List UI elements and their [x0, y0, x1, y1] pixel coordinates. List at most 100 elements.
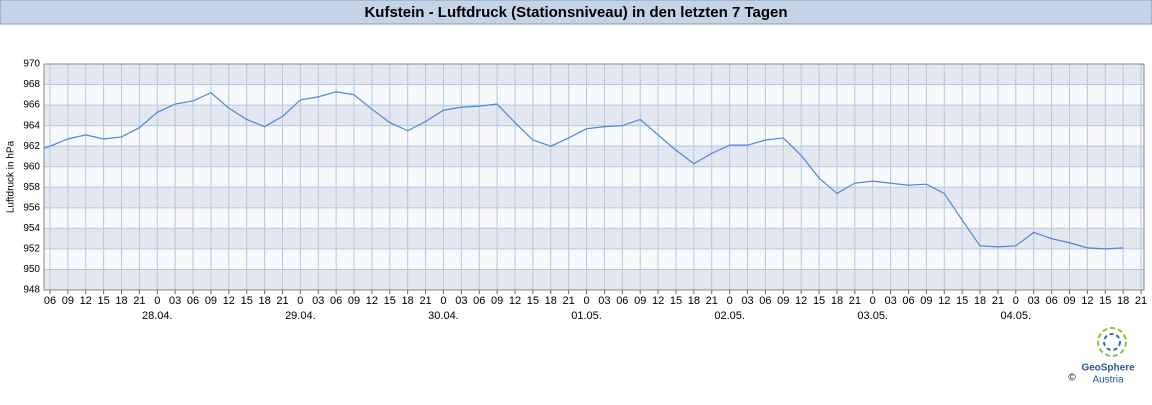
x-tick-label: 15 [670, 295, 682, 307]
x-tick-label: 03 [455, 295, 467, 307]
y-tick-label: 968 [23, 79, 40, 90]
grid-band [44, 105, 1144, 126]
pressure-line [43, 91, 1124, 250]
x-tick-label: 03 [741, 295, 753, 307]
x-tick-label: 18 [831, 295, 843, 307]
x-tick-label: 18 [545, 295, 557, 307]
logo-sub: Austria [1092, 375, 1124, 386]
x-tick-label: 21 [706, 295, 718, 307]
y-tick-label: 956 [23, 202, 40, 213]
x-tick-label: 12 [1081, 295, 1093, 307]
x-tick-label: 0 [297, 295, 303, 307]
x-tick-label: 0 [870, 295, 876, 307]
logo-mark [1103, 333, 1121, 351]
day-label: 04.05. [1001, 310, 1032, 322]
day-label: 03.05. [857, 310, 888, 322]
x-tick-label: 21 [133, 295, 145, 307]
x-tick-label: 21 [849, 295, 861, 307]
x-tick-label: 06 [616, 295, 628, 307]
x-tick-label: 06 [759, 295, 771, 307]
y-axis-label: Luftdruck in hPa [6, 140, 17, 213]
x-tick-label: 03 [169, 295, 181, 307]
logo-mark [1097, 327, 1127, 357]
x-tick-label: 15 [384, 295, 396, 307]
x-tick-label: 09 [920, 295, 932, 307]
x-tick-label: 06 [187, 295, 199, 307]
x-tick-label: 12 [795, 295, 807, 307]
x-tick-label: 06 [1045, 295, 1057, 307]
x-tick-label: 0 [1013, 295, 1019, 307]
logo-name: GeoSphere [1081, 363, 1135, 374]
x-tick-label: 21 [276, 295, 288, 307]
x-tick-label: 03 [1028, 295, 1040, 307]
x-tick-label: 15 [813, 295, 825, 307]
x-tick-label: 18 [974, 295, 986, 307]
plot-area [44, 64, 1144, 290]
x-tick-label: 21 [419, 295, 431, 307]
x-tick-label: 09 [491, 295, 503, 307]
y-tick-label: 950 [23, 264, 40, 275]
x-tick-label: 09 [777, 295, 789, 307]
copyright: © [1068, 373, 1076, 384]
grid-band [44, 187, 1144, 208]
grid-band [44, 269, 1144, 290]
logo: GeoSphere Austria © [1068, 327, 1135, 386]
y-tick-label: 962 [23, 141, 40, 152]
x-tick-label: 06 [473, 295, 485, 307]
x-tick-label: 0 [583, 295, 589, 307]
y-tick-label: 970 [23, 59, 40, 70]
day-label: 01.05. [571, 310, 602, 322]
x-tick-label: 12 [938, 295, 950, 307]
x-tick-label: 06 [902, 295, 914, 307]
title-bar [0, 0, 1152, 25]
x-tick-label: 18 [402, 295, 414, 307]
x-tick-label: 12 [652, 295, 664, 307]
x-tick-label: 15 [241, 295, 253, 307]
x-tick-label: 03 [884, 295, 896, 307]
plot-border [43, 63, 1145, 291]
y-tick-label: 966 [23, 100, 40, 111]
day-label: 30.04. [428, 310, 459, 322]
grid-band [44, 64, 1144, 85]
x-tick-label: 18 [1117, 295, 1129, 307]
x-tick-label: 0 [154, 295, 160, 307]
x-tick-label: 18 [258, 295, 270, 307]
x-tick-label: 15 [527, 295, 539, 307]
x-tick-label: 03 [312, 295, 324, 307]
day-label: 02.05. [714, 310, 745, 322]
grid-band [44, 228, 1144, 249]
x-tick-label: 12 [366, 295, 378, 307]
x-tick-label: 15 [956, 295, 968, 307]
day-label: 29.04. [285, 310, 316, 322]
x-tick-label: 09 [62, 295, 74, 307]
x-tick-label: 09 [1063, 295, 1075, 307]
x-tick-label: 06 [330, 295, 342, 307]
x-tick-label: 0 [727, 295, 733, 307]
y-tick-label: 958 [23, 182, 40, 193]
x-tick-label: 12 [80, 295, 92, 307]
x-tick-label: 12 [509, 295, 521, 307]
y-tick-label: 952 [23, 244, 40, 255]
x-tick-label: 21 [1135, 295, 1147, 307]
x-tick-label: 03 [598, 295, 610, 307]
x-tick-label: 09 [634, 295, 646, 307]
x-tick-label: 09 [348, 295, 360, 307]
y-tick-label: 948 [23, 285, 40, 296]
x-tick-label: 06 [44, 295, 56, 307]
y-tick-label: 954 [23, 223, 40, 234]
x-tick-label: 21 [563, 295, 575, 307]
x-tick-label: 15 [97, 295, 109, 307]
x-tick-label: 18 [115, 295, 127, 307]
chart-title: Kufstein - Luftdruck (Stationsniveau) in… [364, 4, 787, 21]
x-tick-label: 09 [205, 295, 217, 307]
x-tick-label: 18 [688, 295, 700, 307]
x-tick-label: 15 [1099, 295, 1111, 307]
y-tick-label: 960 [23, 161, 40, 172]
grid-band [44, 146, 1144, 167]
x-tick-label: 12 [223, 295, 235, 307]
day-label: 28.04. [142, 310, 173, 322]
x-tick-label: 0 [440, 295, 446, 307]
y-tick-label: 964 [23, 120, 40, 131]
x-tick-label: 21 [992, 295, 1004, 307]
